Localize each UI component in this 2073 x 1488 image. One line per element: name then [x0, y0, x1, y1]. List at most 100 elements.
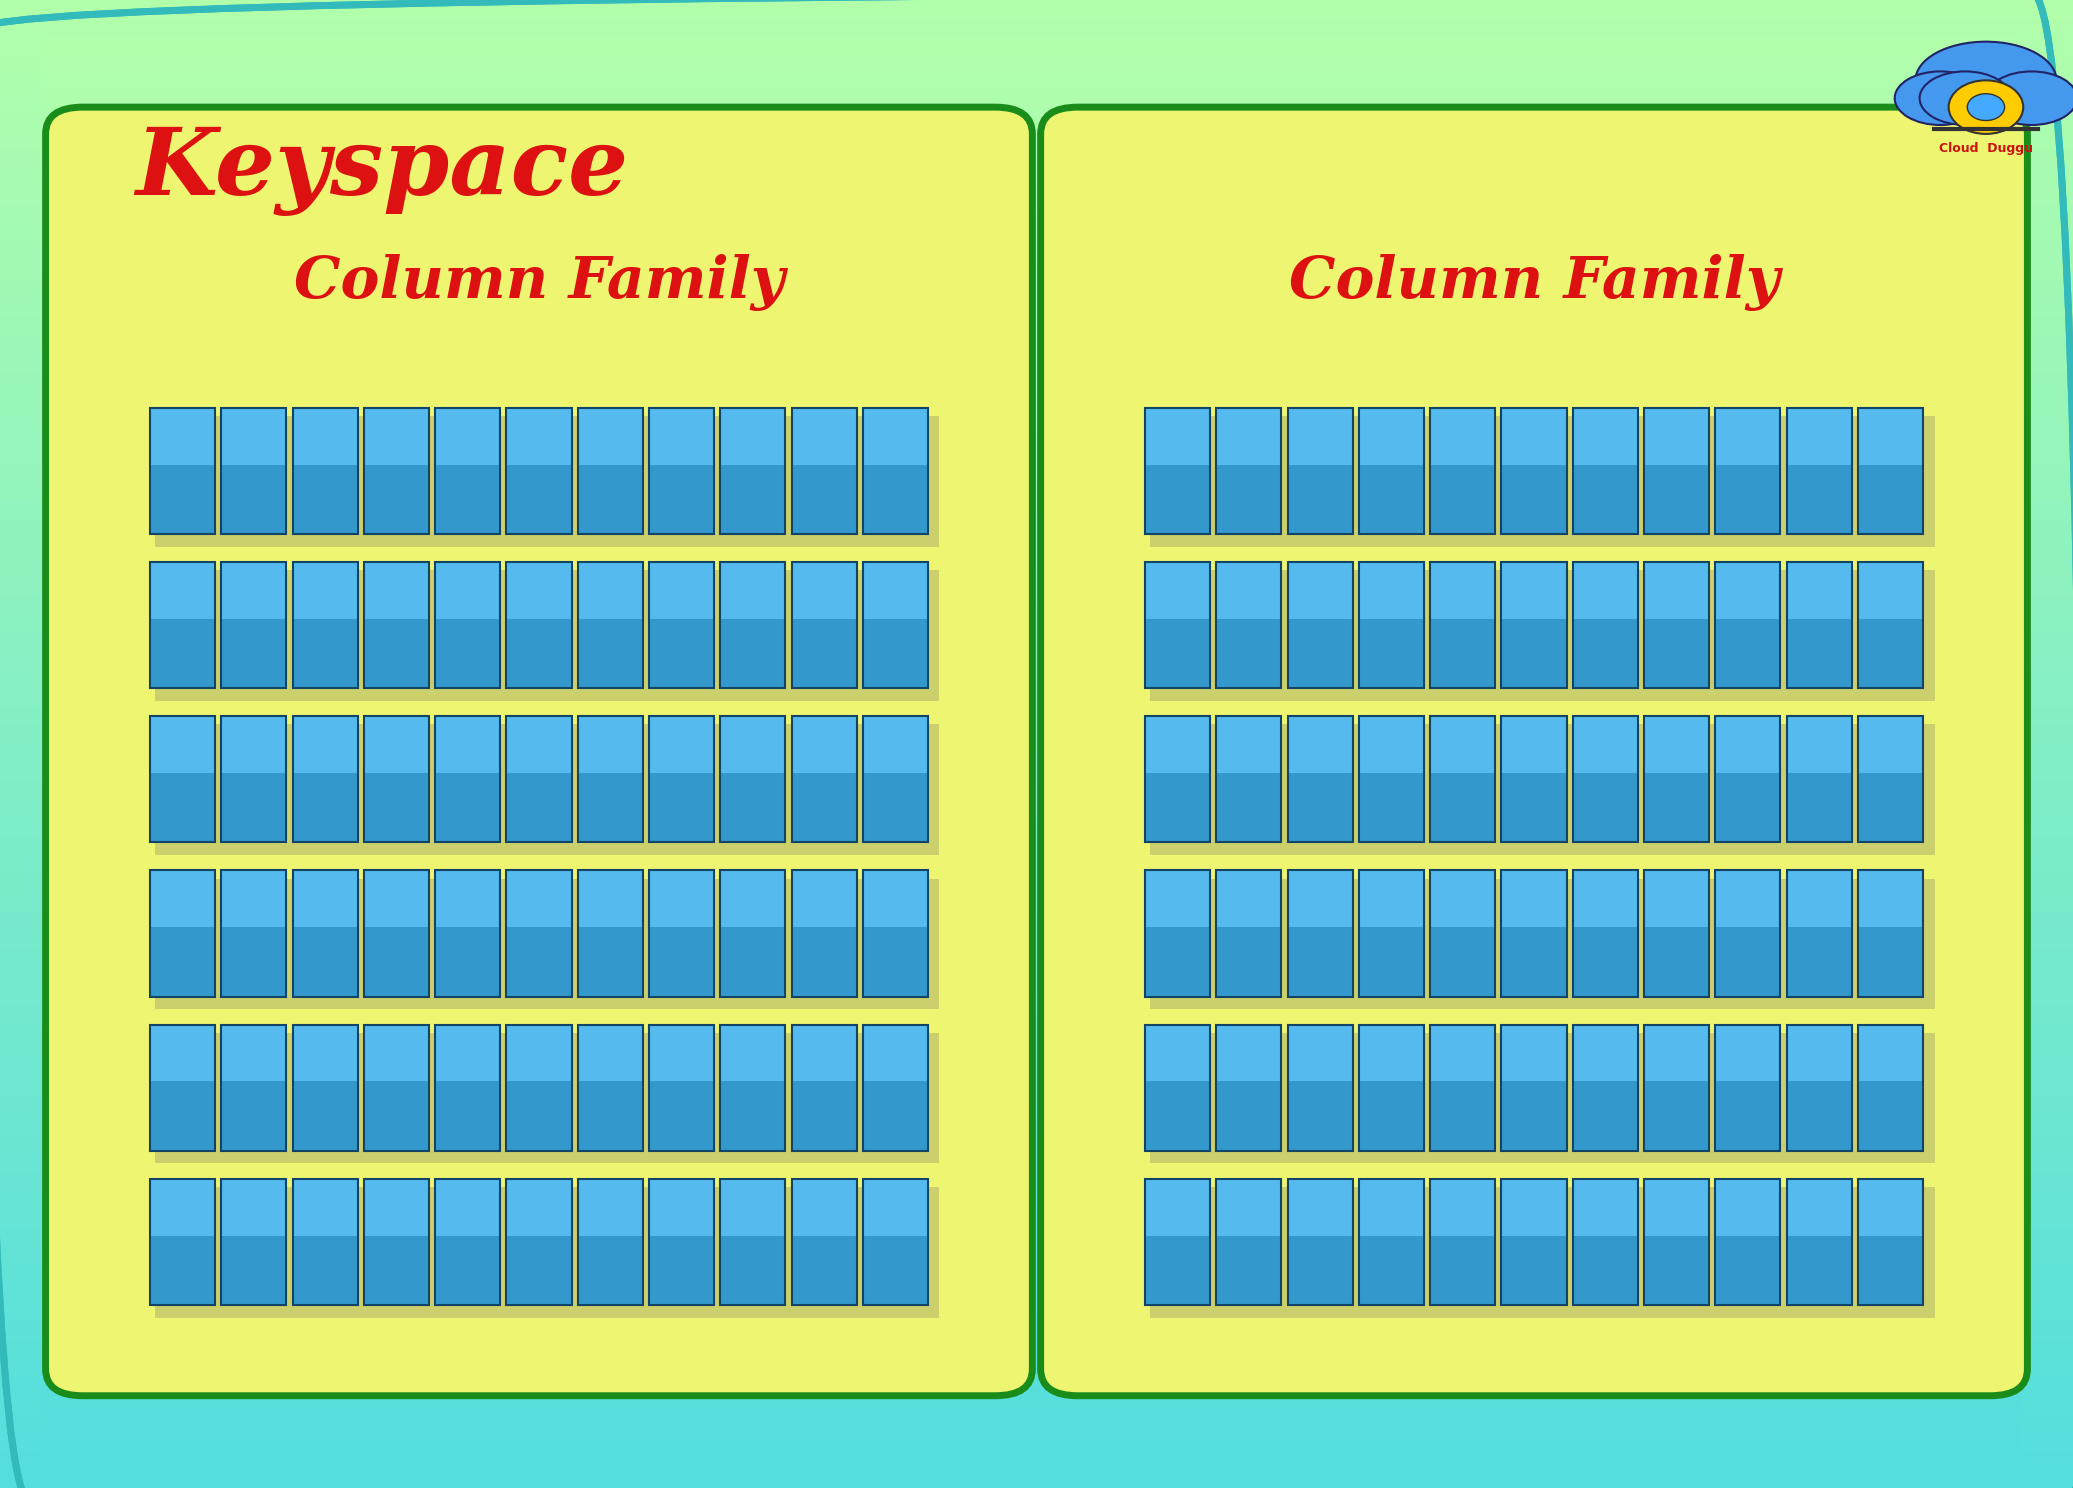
- Bar: [1287, 1178, 1352, 1305]
- Bar: [365, 562, 429, 689]
- Bar: [0, 801, 2073, 818]
- Bar: [292, 464, 357, 534]
- Bar: [41, 37, 2021, 55]
- Bar: [1714, 619, 1781, 689]
- Bar: [1144, 1235, 1211, 1305]
- Bar: [721, 562, 786, 689]
- Bar: [1787, 1178, 1851, 1305]
- Bar: [0, 1357, 2073, 1376]
- Bar: [1360, 408, 1424, 534]
- Bar: [149, 1235, 216, 1305]
- Bar: [1217, 1235, 1281, 1305]
- Bar: [1644, 1082, 1708, 1150]
- Bar: [222, 1235, 286, 1305]
- Bar: [41, 516, 2021, 534]
- Bar: [649, 927, 713, 997]
- Bar: [1217, 562, 1281, 619]
- Bar: [41, 73, 2021, 91]
- Bar: [792, 619, 856, 689]
- Bar: [41, 250, 2021, 268]
- Bar: [792, 927, 856, 997]
- Bar: [1714, 716, 1781, 842]
- Bar: [0, 1431, 2073, 1451]
- Bar: [0, 280, 2073, 298]
- Bar: [149, 1025, 216, 1082]
- Bar: [0, 1059, 2073, 1079]
- Bar: [0, 1024, 2073, 1042]
- Bar: [292, 1235, 357, 1305]
- Bar: [41, 836, 2021, 854]
- Bar: [1714, 408, 1781, 464]
- Bar: [222, 1178, 286, 1305]
- Bar: [0, 707, 2073, 726]
- Bar: [1714, 1235, 1781, 1305]
- Bar: [1501, 408, 1567, 464]
- Bar: [1787, 619, 1851, 689]
- Bar: [1287, 927, 1352, 997]
- Bar: [721, 716, 786, 842]
- Bar: [0, 521, 2073, 540]
- Bar: [41, 1369, 2021, 1387]
- Bar: [862, 408, 929, 464]
- Bar: [1360, 619, 1424, 689]
- Bar: [1573, 1025, 1638, 1082]
- Bar: [506, 464, 572, 534]
- Bar: [435, 562, 500, 619]
- Bar: [0, 652, 2073, 670]
- Bar: [792, 716, 856, 842]
- Bar: [1501, 870, 1567, 927]
- Bar: [649, 619, 713, 689]
- Bar: [41, 1440, 2021, 1458]
- Bar: [435, 774, 500, 842]
- Bar: [1644, 1178, 1708, 1305]
- Bar: [1501, 1178, 1567, 1235]
- Bar: [0, 503, 2073, 521]
- Bar: [1430, 870, 1495, 997]
- Bar: [1787, 716, 1851, 774]
- Bar: [506, 619, 572, 689]
- Bar: [792, 1082, 856, 1150]
- Bar: [1217, 870, 1281, 997]
- Bar: [0, 558, 2073, 576]
- Bar: [0, 466, 2073, 484]
- Bar: [721, 464, 786, 534]
- Bar: [1144, 562, 1211, 689]
- Bar: [365, 1082, 429, 1150]
- Bar: [0, 57, 2073, 74]
- Bar: [41, 713, 2021, 731]
- Bar: [1430, 774, 1495, 842]
- Bar: [1501, 562, 1567, 689]
- Bar: [1287, 464, 1352, 534]
- Bar: [0, 1302, 2073, 1321]
- Bar: [292, 870, 357, 927]
- Bar: [0, 744, 2073, 763]
- Bar: [1787, 1235, 1851, 1305]
- Bar: [1501, 1025, 1567, 1082]
- Bar: [1144, 774, 1211, 842]
- Bar: [41, 588, 2021, 606]
- Bar: [862, 1025, 929, 1150]
- Bar: [0, 875, 2073, 893]
- Bar: [1644, 408, 1708, 534]
- Bar: [41, 623, 2021, 641]
- Bar: [1287, 1025, 1352, 1082]
- Bar: [0, 243, 2073, 260]
- Bar: [41, 534, 2021, 552]
- Bar: [149, 1178, 216, 1235]
- Bar: [1714, 1178, 1781, 1305]
- Bar: [792, 774, 856, 842]
- Bar: [1857, 927, 1924, 997]
- Bar: [649, 716, 713, 774]
- Bar: [721, 716, 786, 774]
- Bar: [149, 562, 216, 689]
- Bar: [41, 481, 2021, 498]
- Bar: [1857, 464, 1924, 534]
- Bar: [0, 446, 2073, 464]
- Bar: [649, 408, 713, 464]
- Bar: [435, 927, 500, 997]
- Bar: [41, 232, 2021, 250]
- Bar: [1644, 1235, 1708, 1305]
- Bar: [862, 1025, 929, 1082]
- Circle shape: [1967, 94, 2005, 121]
- Bar: [149, 464, 216, 534]
